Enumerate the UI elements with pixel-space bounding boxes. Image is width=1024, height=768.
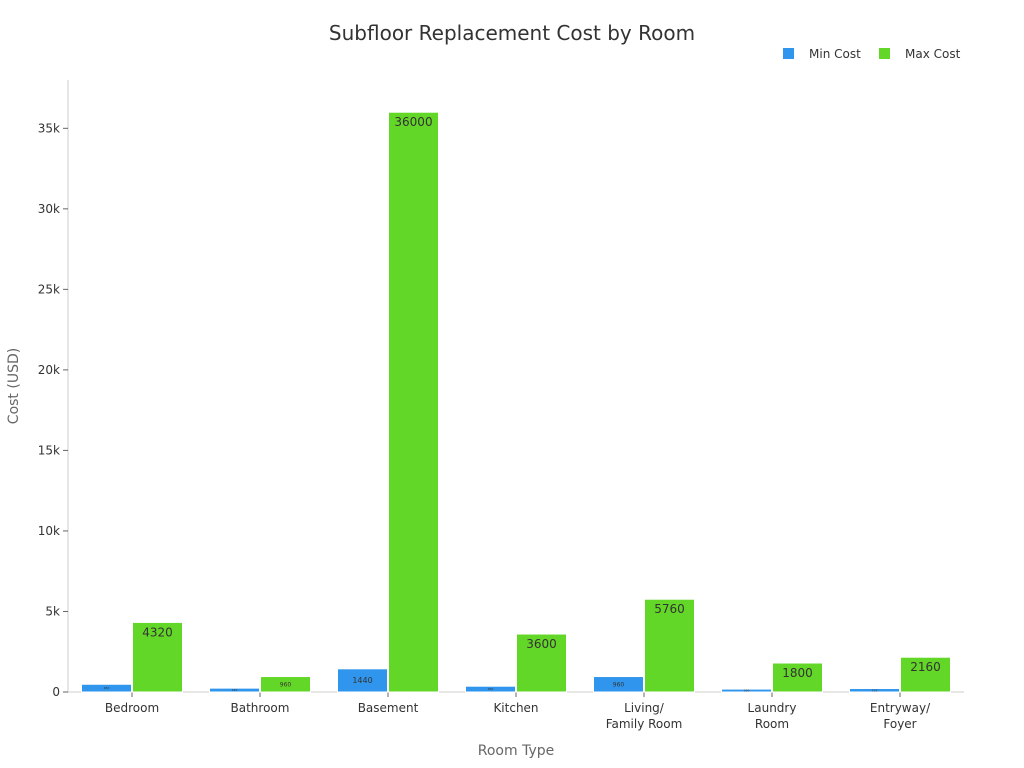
bars: [81, 111, 951, 693]
x-tick-label: Bedroom: [105, 701, 159, 715]
y-tick-label: 20k: [38, 363, 60, 377]
x-tick-label: Basement: [358, 701, 419, 715]
bar-data-label: 5760: [654, 602, 685, 616]
bar-data-label: 36000: [394, 115, 432, 129]
y-tick-label: 0: [52, 685, 60, 699]
bar: [849, 688, 900, 693]
bar: [81, 683, 132, 693]
y-tick-label: 10k: [38, 524, 60, 538]
bar-data-label: 180: [744, 689, 750, 693]
bar-data-label: 480: [104, 686, 110, 690]
bar: [132, 621, 183, 693]
bar-data-label: 360: [488, 687, 494, 691]
y-tick-label: 25k: [38, 282, 60, 296]
legend-label: Min Cost: [809, 47, 861, 61]
chart-title: Subfloor Replacement Cost by Room: [329, 21, 695, 45]
y-tick-label: 15k: [38, 443, 60, 457]
bar: [721, 688, 772, 693]
y-tick-label: 5k: [45, 604, 60, 618]
bar-data-label: 4320: [142, 625, 173, 639]
legend-swatch: [879, 48, 890, 59]
x-tick-label: Entryway/Foyer: [870, 701, 931, 731]
bar: [465, 685, 516, 693]
x-tick-label: Kitchen: [493, 701, 538, 715]
bar: [900, 656, 951, 693]
legend: Min Cost Max Cost: [783, 47, 961, 61]
x-tick-label: Laundry Room: [748, 701, 797, 731]
y-axis-title: Cost (USD): [6, 348, 22, 424]
bar-data-label: 960: [280, 681, 292, 688]
bar: [209, 687, 260, 693]
data-labels: 480 4320 240 960 1440 36000 360 3600 960 5760 180 1…: [104, 115, 941, 692]
y-axis: 0 5k 10k 15k 20k 25k 30k 35k: [38, 80, 69, 699]
y-tick-label: 30k: [38, 202, 60, 216]
x-axis-title: Room Type: [478, 743, 554, 759]
legend-label: Max Cost: [905, 47, 961, 61]
x-axis: Bedroom Bathroom Basement Kitchen Living/Fam…: [68, 691, 964, 731]
bar: [260, 676, 311, 693]
y-tick-label: 35k: [38, 121, 60, 135]
x-tick-label: Living/Family Room: [606, 701, 683, 731]
bar-data-label: 240: [232, 688, 238, 692]
bar: [388, 111, 439, 693]
bar-data-label: 960: [613, 681, 625, 688]
bar-data-label: 1440: [352, 676, 372, 685]
bar: [337, 668, 388, 693]
bar-data-label: 2160: [910, 660, 941, 674]
bar-data-label: 3600: [526, 637, 557, 651]
bar-data-label: 1800: [782, 666, 813, 680]
bar-data-label: 216: [872, 688, 878, 692]
x-tick-label: Bathroom: [231, 701, 290, 715]
bar: [772, 662, 823, 693]
legend-swatch: [783, 48, 794, 59]
bar: [644, 598, 695, 693]
bar: [593, 676, 644, 693]
bar: [516, 633, 567, 693]
